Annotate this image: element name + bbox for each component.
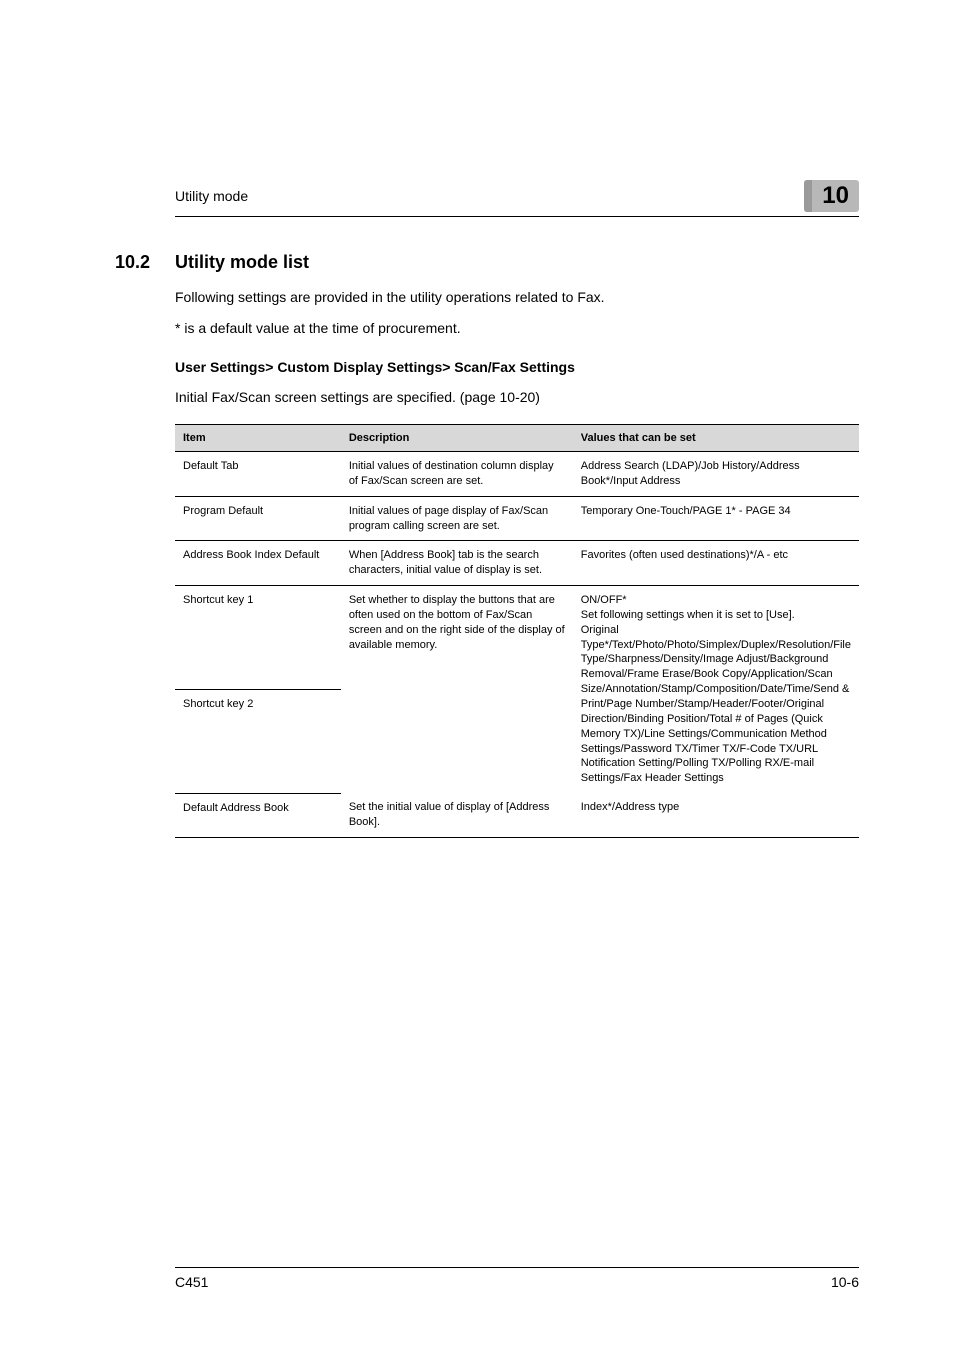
footer-right: 10-6 — [831, 1274, 859, 1290]
subsection-heading: User Settings> Custom Display Settings> … — [175, 359, 859, 375]
subsection-caption: Initial Fax/Scan screen settings are spe… — [175, 387, 859, 408]
cell-item: Default Tab — [175, 452, 341, 497]
table-row: Shortcut key 1 Set whether to display th… — [175, 586, 859, 690]
col-description: Description — [341, 425, 573, 452]
intro-line-2: * is a default value at the time of proc… — [175, 318, 859, 339]
cell-desc: Set the initial value of display of [Add… — [341, 793, 573, 837]
cell-desc: When [Address Book] tab is the search ch… — [341, 541, 573, 586]
cell-item: Address Book Index Default — [175, 541, 341, 586]
cell-values: Address Search (LDAP)/Job History/Addres… — [573, 452, 859, 497]
section-title: Utility mode list — [175, 252, 309, 273]
cell-item: Shortcut key 1 — [175, 586, 341, 690]
col-item: Item — [175, 425, 341, 452]
footer-left: C451 — [175, 1274, 208, 1290]
table-row: Program Default Initial values of page d… — [175, 496, 859, 541]
section-heading: 10.2 Utility mode list — [175, 252, 859, 273]
settings-table: Item Description Values that can be set … — [175, 424, 859, 838]
chapter-number: 10 — [804, 180, 859, 212]
cell-item: Default Address Book — [175, 793, 341, 837]
page-footer: C451 10-6 — [175, 1267, 859, 1290]
cell-values: ON/OFF* Set following settings when it i… — [573, 586, 859, 793]
page-header: Utility mode 10 — [175, 180, 859, 217]
cell-values: Index*/Address type — [573, 793, 859, 837]
intro-line-1: Following settings are provided in the u… — [175, 287, 859, 308]
cell-item: Shortcut key 2 — [175, 689, 341, 793]
cell-item: Program Default — [175, 496, 341, 541]
section-number: 10.2 — [115, 252, 175, 273]
cell-desc: Initial values of destination column dis… — [341, 452, 573, 497]
cell-desc: Set whether to display the buttons that … — [341, 586, 573, 793]
table-row: Address Book Index Default When [Address… — [175, 541, 859, 586]
table-header-row: Item Description Values that can be set — [175, 425, 859, 452]
cell-values: Temporary One-Touch/PAGE 1* - PAGE 34 — [573, 496, 859, 541]
cell-desc: Initial values of page display of Fax/Sc… — [341, 496, 573, 541]
table-row: Default Tab Initial values of destinatio… — [175, 452, 859, 497]
header-left: Utility mode — [175, 188, 248, 204]
col-values: Values that can be set — [573, 425, 859, 452]
table-row: Default Address Book Set the initial val… — [175, 793, 859, 837]
cell-values: Favorites (often used destinations)*/A -… — [573, 541, 859, 586]
